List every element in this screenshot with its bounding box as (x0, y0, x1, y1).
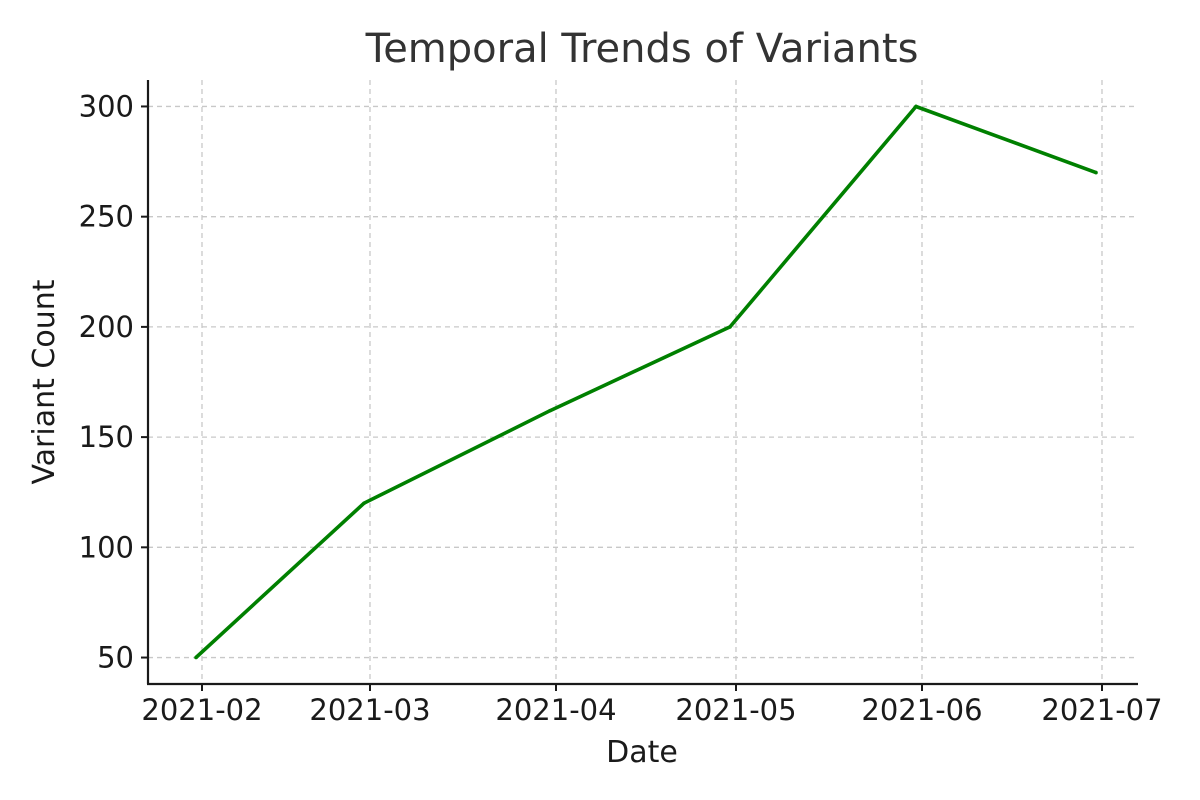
series-line (194, 104, 1097, 659)
data-point (194, 655, 198, 660)
axes-layer (146, 80, 1138, 686)
y-tick-label: 150 (79, 420, 134, 454)
series-layer (194, 104, 1098, 660)
x-tick-label: 2021-06 (861, 693, 982, 727)
chart-title: Temporal Trends of Variants (365, 26, 919, 72)
y-tick-label: 200 (79, 310, 134, 344)
x-tick-label: 2021-03 (309, 693, 430, 727)
data-point (1094, 170, 1098, 175)
y-tick-label: 100 (79, 530, 134, 564)
data-point (362, 501, 366, 506)
x-tick-label: 2021-04 (495, 693, 616, 727)
grid-layer (148, 80, 1138, 684)
y-tick-label: 250 (79, 200, 134, 234)
x-tick-label: 2021-07 (1041, 693, 1162, 727)
y-tick-label: 50 (97, 641, 134, 675)
data-point (914, 104, 918, 109)
y-axis-label: Variant Count (27, 279, 62, 484)
x-tick-label: 2021-05 (675, 693, 796, 727)
y-tick-label: 300 (79, 89, 134, 123)
data-point (548, 408, 552, 413)
x-tick-label: 2021-02 (141, 693, 262, 727)
data-point (728, 325, 732, 329)
tick-layer: 50 100 150 200 250 300 2021-02 2021-03 2021-04 20… (79, 89, 1163, 727)
x-axis-label: Date (606, 735, 678, 770)
